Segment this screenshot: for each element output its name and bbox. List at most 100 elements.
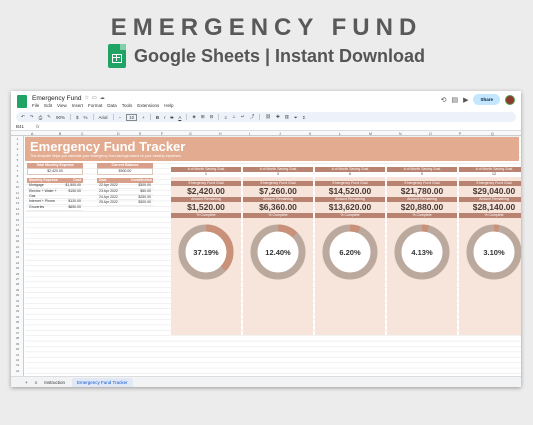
column-header[interactable]: K xyxy=(309,131,312,136)
undo-icon[interactable]: ↶ xyxy=(21,114,25,119)
row-header[interactable]: 28 xyxy=(15,282,20,287)
months-goal-value[interactable]: 1 xyxy=(171,172,241,177)
font-size-input[interactable]: 10 xyxy=(126,113,138,121)
table-row[interactable]: Groceries $650.00 xyxy=(27,205,83,211)
font-select[interactable]: Arial xyxy=(98,114,108,120)
row-header[interactable]: 3 xyxy=(16,147,19,152)
menu-edit[interactable]: Edit xyxy=(44,102,53,108)
column-header[interactable]: B xyxy=(59,131,62,136)
table-cell[interactable]: 25 Apr 2022 xyxy=(99,200,118,205)
table-cell[interactable]: Electric + Water + Gas xyxy=(29,188,57,198)
cloud-status-icon[interactable]: ☁ xyxy=(99,95,105,101)
row-header[interactable]: 21 xyxy=(15,244,20,249)
move-folder-icon[interactable]: ▭ xyxy=(91,95,97,101)
row-header[interactable]: 11 xyxy=(15,190,20,195)
row-header[interactable]: 19 xyxy=(15,233,20,238)
row-header[interactable]: 32 xyxy=(15,303,20,308)
column-header[interactable]: M xyxy=(369,131,372,136)
table-cell[interactable]: 24 Apr 2022 xyxy=(99,194,118,199)
table-cell[interactable]: $1,500.00 xyxy=(65,183,81,187)
rotate-icon[interactable]: ⤴ xyxy=(249,114,255,119)
total-expense-value[interactable]: $2,420.00 xyxy=(27,168,83,175)
print-icon[interactable]: ⎙ xyxy=(38,114,43,120)
zoom-select[interactable]: 90% xyxy=(55,114,65,120)
menu-data[interactable]: Data xyxy=(107,102,117,108)
row-header[interactable]: 35 xyxy=(15,320,20,325)
table-row[interactable]: 24 Apr 2022 $250.00 xyxy=(97,195,153,201)
months-goal-value[interactable]: 6 xyxy=(315,172,385,177)
redo-icon[interactable]: ↷ xyxy=(29,114,34,119)
menu-insert[interactable]: Insert xyxy=(71,102,83,108)
table-cell[interactable]: 22 Apr 2022 xyxy=(99,183,118,187)
row-header[interactable]: 4 xyxy=(16,152,19,157)
font-decrease-icon[interactable]: − xyxy=(118,114,122,120)
menu-tools[interactable]: Tools xyxy=(121,102,133,108)
row-header[interactable]: 41 xyxy=(15,352,20,357)
table-row[interactable]: 22 Apr 2022 $300.00 xyxy=(97,183,153,189)
strikethrough-icon[interactable]: S xyxy=(170,114,174,120)
table-row[interactable]: Electric + Water + Gas $150.00 xyxy=(27,189,83,200)
name-box[interactable]: B41 xyxy=(16,124,25,129)
column-header[interactable]: C xyxy=(81,131,84,136)
row-header[interactable]: 44 xyxy=(15,368,20,373)
row-header[interactable]: 12 xyxy=(15,195,20,200)
merge-icon[interactable]: ⊟ xyxy=(209,114,214,119)
column-header[interactable]: P xyxy=(459,131,462,136)
all-sheets-icon[interactable]: ≡ xyxy=(34,379,38,385)
history-icon[interactable]: ⟲ xyxy=(440,96,447,104)
row-header[interactable]: 24 xyxy=(15,260,20,265)
row-header[interactable]: 15 xyxy=(15,212,20,217)
percent-icon[interactable]: % xyxy=(83,114,88,120)
row-header[interactable]: 22 xyxy=(15,249,20,254)
menu-view[interactable]: View xyxy=(57,102,67,108)
row-header[interactable]: 2 xyxy=(16,141,19,146)
column-header[interactable]: Q xyxy=(491,131,494,136)
months-goal-value[interactable]: 12 xyxy=(459,172,521,177)
table-cell[interactable]: $50.00 xyxy=(140,188,151,193)
column-header[interactable]: H xyxy=(219,131,222,136)
current-balance-value[interactable]: $900.00 xyxy=(97,168,153,175)
row-header[interactable]: 7 xyxy=(16,168,19,173)
star-icon[interactable]: ☆ xyxy=(84,95,89,101)
menu-extensions[interactable]: Extensions xyxy=(137,102,160,108)
wrap-icon[interactable]: ↵ xyxy=(240,114,245,119)
column-header[interactable]: A xyxy=(31,131,34,136)
row-header[interactable]: 5 xyxy=(16,158,19,163)
paint-format-icon[interactable]: ✎ xyxy=(47,114,51,119)
months-goal-value[interactable]: 9 xyxy=(387,172,457,177)
table-cell[interactable]: Internet + Phone xyxy=(29,199,55,204)
functions-icon[interactable]: Σ xyxy=(302,114,306,120)
document-title[interactable]: Emergency Fund xyxy=(32,94,82,102)
currency-icon[interactable]: $ xyxy=(75,114,79,120)
comment-add-icon[interactable]: ✚ xyxy=(275,114,280,119)
row-header[interactable]: 37 xyxy=(15,330,20,335)
row-header[interactable]: 40 xyxy=(15,347,20,352)
fill-color-icon[interactable]: ◈ xyxy=(192,114,196,119)
row-header[interactable]: 13 xyxy=(15,201,20,206)
row-header[interactable]: 43 xyxy=(15,363,20,368)
row-header[interactable]: 16 xyxy=(15,217,20,222)
row-header[interactable]: 10 xyxy=(15,185,20,190)
comment-icon[interactable]: ▤ xyxy=(451,96,459,104)
table-cell[interactable]: $150.00 xyxy=(68,188,81,193)
row-header[interactable]: 8 xyxy=(16,174,19,179)
valign-icon[interactable]: ⊥ xyxy=(232,114,236,119)
share-button[interactable]: Share xyxy=(473,94,500,105)
table-cell[interactable]: $250.00 xyxy=(138,194,151,199)
column-header[interactable]: L xyxy=(339,131,341,136)
column-header[interactable]: G xyxy=(189,131,192,136)
row-header[interactable]: 39 xyxy=(15,341,20,346)
row-header[interactable]: 6 xyxy=(16,163,19,168)
row-header[interactable]: 27 xyxy=(15,276,20,281)
row-header[interactable]: 33 xyxy=(15,309,20,314)
menu-file[interactable]: File xyxy=(32,102,40,108)
column-header[interactable]: J xyxy=(279,131,281,136)
menu-help[interactable]: Help xyxy=(164,102,174,108)
row-header[interactable]: 18 xyxy=(15,228,20,233)
row-header[interactable]: 38 xyxy=(15,336,20,341)
row-header[interactable]: 30 xyxy=(15,293,20,298)
table-row[interactable]: Mortgage $1,500.00 xyxy=(27,183,83,189)
row-header[interactable]: 34 xyxy=(15,314,20,319)
row-header[interactable]: 17 xyxy=(15,222,20,227)
row-header[interactable]: 42 xyxy=(15,357,20,362)
